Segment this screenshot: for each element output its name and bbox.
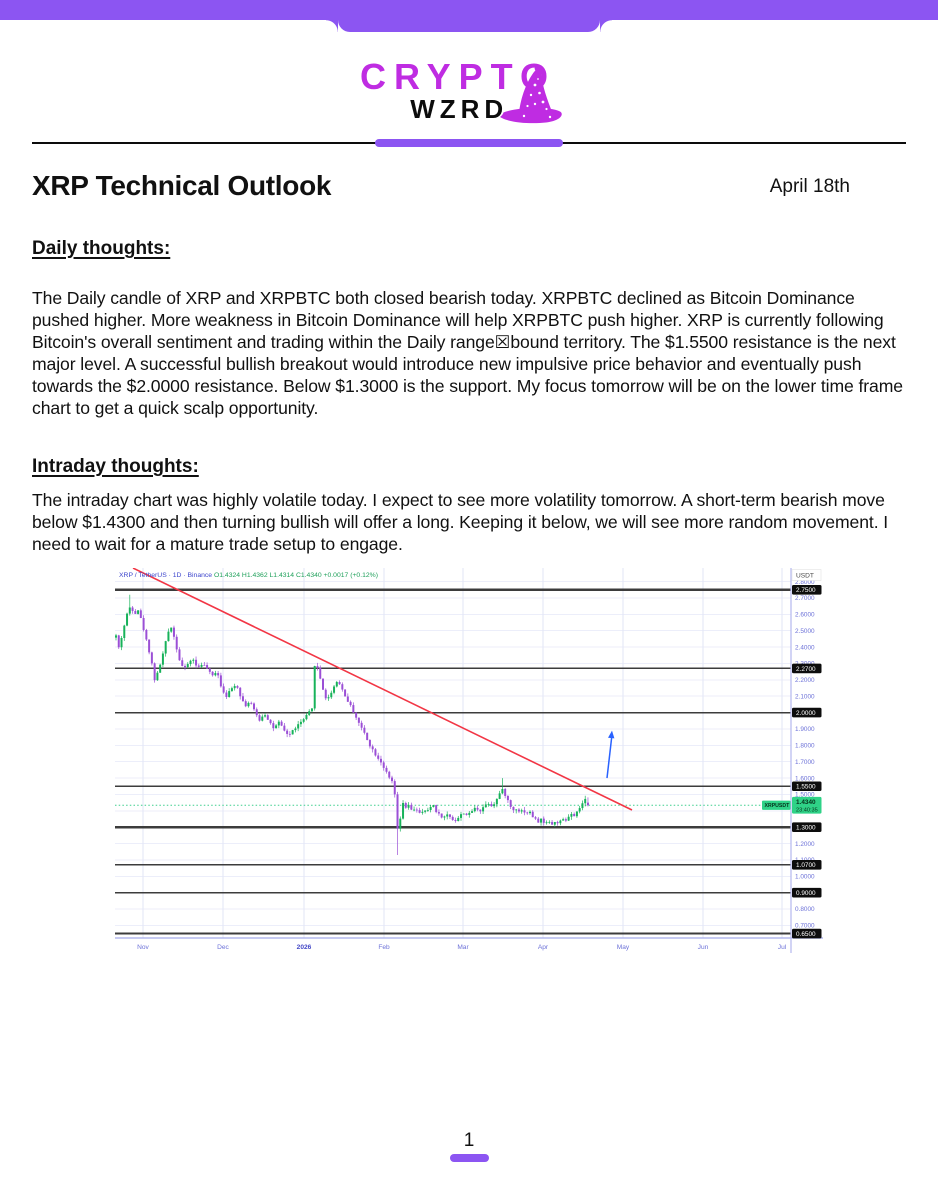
wizard-hat-icon — [498, 66, 562, 124]
svg-text:2.8000: 2.8000 — [795, 579, 815, 586]
support-resistance-lines — [115, 588, 791, 935]
axis-currency-label: USDT — [796, 573, 814, 580]
svg-text:Jul: Jul — [778, 944, 787, 951]
svg-text:1.0000: 1.0000 — [795, 873, 815, 880]
svg-text:XRPUSDT: XRPUSDT — [765, 803, 791, 809]
svg-text:Dec: Dec — [217, 944, 229, 951]
section-daily-heading: Daily thoughts: — [32, 238, 171, 259]
svg-text:1.8000: 1.8000 — [795, 743, 815, 750]
section-intraday-heading: Intraday thoughts: — [32, 456, 199, 477]
header-tab-fillet-left — [326, 20, 338, 32]
level-price-badges: 2.7500 2.2700 2.0000 1.5500 1.3000 1.0700 0.90… — [792, 585, 822, 939]
svg-text:1.2000: 1.2000 — [795, 841, 815, 848]
svg-text:2.2700: 2.2700 — [796, 666, 816, 673]
svg-text:May: May — [617, 944, 630, 951]
svg-text:0.9000: 0.9000 — [796, 890, 816, 897]
svg-text:1.9000: 1.9000 — [795, 726, 815, 733]
svg-text:2.7500: 2.7500 — [796, 587, 816, 594]
svg-text:Nov: Nov — [137, 944, 149, 951]
page-number: 1 — [463, 1130, 475, 1151]
xrp-chart-image: 2.80002.70002.60002.50002.40002.30002.20… — [115, 568, 823, 953]
svg-text:1.5000: 1.5000 — [795, 792, 815, 799]
svg-text:0.7000: 0.7000 — [795, 923, 815, 930]
svg-text:Apr: Apr — [538, 944, 549, 951]
svg-text:1.0700: 1.0700 — [796, 862, 816, 869]
svg-text:0.6500: 0.6500 — [796, 931, 816, 938]
report-date: April 18th — [769, 176, 850, 197]
chart-grid — [115, 568, 791, 938]
chart-symbol-title: XRP / TetherUS · 1D · Binance O1.4324 H1… — [119, 572, 378, 579]
svg-text:2.5000: 2.5000 — [795, 628, 815, 635]
candlestick-chart: 2.80002.70002.60002.50002.40002.30002.20… — [115, 568, 823, 953]
svg-text:1.5500: 1.5500 — [796, 784, 816, 791]
svg-text:1.3000: 1.3000 — [796, 825, 816, 832]
header-divider — [32, 139, 906, 147]
page-title: XRP Technical Outlook — [32, 170, 332, 201]
time-axis-labels: Nov Dec 2026 Feb Mar Apr May Jun Jul — [137, 944, 787, 951]
svg-text:2.2000: 2.2000 — [795, 677, 815, 684]
header-tab — [338, 20, 600, 32]
title-row: XRP Technical Outlook April 18th — [32, 170, 906, 202]
header-tab-fillet-right — [600, 20, 612, 32]
svg-text:2.4000: 2.4000 — [795, 644, 815, 651]
brand-name-crypto: CRYPTO — [359, 56, 557, 97]
downtrend-line — [132, 568, 633, 811]
svg-text:2.7000: 2.7000 — [795, 595, 815, 602]
svg-text:Mar: Mar — [457, 944, 469, 951]
page-number-accent — [450, 1154, 489, 1162]
svg-text:2.1000: 2.1000 — [795, 693, 815, 700]
intraday-paragraph: The intraday chart was highly volatile t… — [32, 490, 889, 554]
svg-text:2.6000: 2.6000 — [795, 612, 815, 619]
svg-text:Jun: Jun — [698, 944, 709, 951]
brand-name-wzrd: WZRD — [410, 94, 509, 124]
symbol-price-flag: XRPUSDT — [762, 800, 791, 810]
svg-text:23:40:35: 23:40:35 — [796, 808, 818, 814]
candles — [115, 594, 589, 856]
svg-text:2.0000: 2.0000 — [796, 710, 816, 717]
svg-text:1.4340: 1.4340 — [796, 799, 816, 806]
daily-paragraph: The Daily candle of XRP and XRPBTC both … — [32, 288, 903, 418]
brand-logo: CRYPTO WZRD — [0, 52, 938, 132]
breakout-arrow — [606, 730, 615, 779]
svg-text:1.6000: 1.6000 — [795, 775, 815, 782]
svg-text:0.8000: 0.8000 — [795, 906, 815, 913]
svg-text:2026: 2026 — [297, 944, 312, 951]
svg-text:1.7000: 1.7000 — [795, 759, 815, 766]
live-price-badge: 1.4340 23:40:35 — [792, 796, 822, 814]
svg-text:Feb: Feb — [378, 944, 390, 951]
header-bar — [0, 0, 938, 20]
divider-accent-bar — [375, 139, 563, 147]
